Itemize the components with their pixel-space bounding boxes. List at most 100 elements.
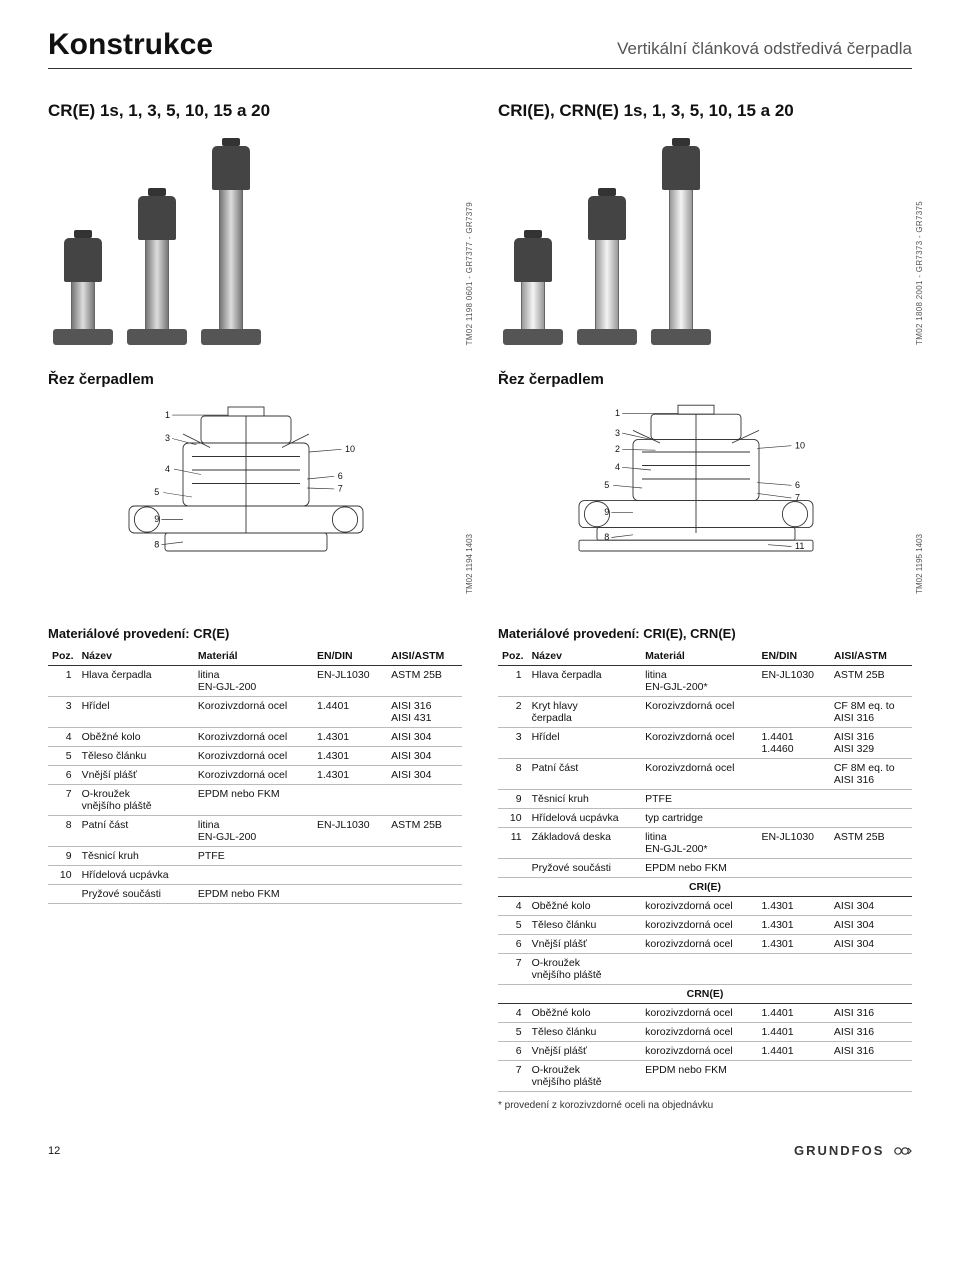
table-cell: ASTM 25B <box>387 816 462 847</box>
table-row: 9Těsnicí kruhPTFE <box>498 790 912 809</box>
table-cell: Vnější plášť <box>78 766 194 785</box>
table-cell: Základová deska <box>528 828 642 859</box>
right-mat-title: Materiálové provedení: CRI(E), CRN(E) <box>498 626 912 641</box>
left-img-code: TM02 1198 0601 - GR7377 - GR7379 <box>465 202 474 345</box>
table-cell: Korozivzdorná ocel <box>194 766 313 785</box>
table-cell: EN-JL1030 <box>757 828 829 859</box>
table-cell: AISI 316 <box>830 1042 912 1061</box>
table-cell: Těsnicí kruh <box>528 790 642 809</box>
table-row: Pryžové součástiEPDM nebo FKM <box>498 859 912 878</box>
table-cell: 5 <box>498 1023 528 1042</box>
table-cell <box>498 859 528 878</box>
table-row: 6Vnější plášťkorozivzdorná ocel1.4401AIS… <box>498 1042 912 1061</box>
table-cell: Korozivzdorná ocel <box>641 728 757 759</box>
table-cell: 1 <box>498 666 528 697</box>
right-column: CRI(E), CRN(E) 1s, 1, 3, 5, 10, 15 a 20 … <box>498 101 912 1111</box>
table-cell: korozivzdorná ocel <box>641 897 757 916</box>
table-cell <box>194 866 313 885</box>
table-cell: Pryžové součásti <box>528 859 642 878</box>
brand-text: GRUNDFOS <box>794 1143 884 1158</box>
table-row: 1Hlava čerpadlalitinaEN-GJL-200EN-JL1030… <box>48 666 462 697</box>
page-footer: 12 GRUNDFOS <box>48 1143 912 1158</box>
table-cell: litinaEN-GJL-200* <box>641 666 757 697</box>
table-cell <box>387 885 462 904</box>
table-cell: 3 <box>498 728 528 759</box>
table-cell <box>757 759 829 790</box>
table-cell: 1.4401 <box>757 1004 829 1023</box>
table-cell <box>313 866 387 885</box>
table-cell: AISI 304 <box>387 747 462 766</box>
table-cell: Hřídel <box>528 728 642 759</box>
table-cell: PTFE <box>641 790 757 809</box>
table-cell <box>387 866 462 885</box>
table-cell: 6 <box>498 935 528 954</box>
left-pump-images: TM02 1198 0601 - GR7377 - GR7379 <box>48 135 462 345</box>
table-cell: 2 <box>498 697 528 728</box>
table-cell: 1.44011.4460 <box>757 728 829 759</box>
table-cell: korozivzdorná ocel <box>641 935 757 954</box>
table-cell: 3 <box>48 697 78 728</box>
left-material-table: Poz. Název Materiál EN/DIN AISI/ASTM 1Hl… <box>48 647 462 904</box>
table-cell: 1.4301 <box>313 728 387 747</box>
table-cell: AISI 316 <box>830 1004 912 1023</box>
table-cell: Oběžné kolo <box>528 1004 642 1023</box>
table-cell: CF 8M eq. toAISI 316 <box>830 697 912 728</box>
pump-cr-small <box>56 238 110 345</box>
table-cell <box>387 785 462 816</box>
table-cell: Hlava čerpadla <box>528 666 642 697</box>
table-cell: Korozivzdorná ocel <box>641 759 757 790</box>
table-subheader: CRI(E) <box>498 878 912 897</box>
th-nazev: Název <box>78 647 194 666</box>
table-cell <box>757 1061 829 1092</box>
table-cell: 1.4301 <box>313 747 387 766</box>
th-nazev: Název <box>528 647 642 666</box>
table-cell: EN-JL1030 <box>313 666 387 697</box>
table-cell: 5 <box>48 747 78 766</box>
table-cell <box>757 697 829 728</box>
page-title: Konstrukce <box>48 28 213 62</box>
pump-cr-large <box>204 146 258 345</box>
right-diag-code: TM02 1195 1403 <box>915 534 924 594</box>
table-cell: litinaEN-GJL-200* <box>641 828 757 859</box>
table-cell: ASTM 25B <box>830 666 912 697</box>
table-cell: korozivzdorná ocel <box>641 1023 757 1042</box>
dl-1: 1 <box>165 410 170 420</box>
table-cell: O-kroužekvnějšího pláště <box>528 1061 642 1092</box>
table-cell: litinaEN-GJL-200 <box>194 666 313 697</box>
th-poz: Poz. <box>498 647 528 666</box>
table-row: 4Oběžné koloKorozivzdorná ocel1.4301AISI… <box>48 728 462 747</box>
header-rule <box>48 68 912 69</box>
table-cell: AISI 316AISI 431 <box>387 697 462 728</box>
table-cell: 11 <box>498 828 528 859</box>
dr-10: 10 <box>795 440 805 450</box>
table-cell: ASTM 25B <box>830 828 912 859</box>
table-row: 8Patní částKorozivzdorná ocelCF 8M eq. t… <box>498 759 912 790</box>
table-row: 3HřídelKorozivzdorná ocel1.4401AISI 316A… <box>48 697 462 728</box>
page-subtitle: Vertikální článková odstředivá čerpadla <box>617 39 912 59</box>
right-material-table: Poz. Název Materiál EN/DIN AISI/ASTM 1Hl… <box>498 647 912 1092</box>
table-cell <box>830 809 912 828</box>
table-cell: Pryžové součásti <box>78 885 194 904</box>
table-row: 2Kryt hlavyčerpadlaKorozivzdorná ocelCF … <box>498 697 912 728</box>
dl-5: 5 <box>154 487 159 497</box>
dr-1: 1 <box>615 408 620 418</box>
table-cell: 1.4301 <box>757 935 829 954</box>
table-cell: Korozivzdorná ocel <box>194 697 313 728</box>
table-cell <box>313 785 387 816</box>
table-row: 6Vnější plášťkorozivzdorná ocel1.4301AIS… <box>498 935 912 954</box>
th-aisi: AISI/ASTM <box>387 647 462 666</box>
table-cell: AISI 304 <box>387 728 462 747</box>
table-cell: 1.4301 <box>757 897 829 916</box>
table-cell <box>757 809 829 828</box>
table-cell: 4 <box>498 897 528 916</box>
right-section-title: Řez čerpadlem <box>498 371 912 388</box>
table-cell: 1.4401 <box>757 1023 829 1042</box>
dl-6: 6 <box>338 471 343 481</box>
right-diagram-wrap: 1 3 2 4 5 9 8 10 6 7 11 <box>498 398 912 598</box>
dr-8: 8 <box>604 532 609 542</box>
th-endin: EN/DIN <box>313 647 387 666</box>
table-cell: 4 <box>498 1004 528 1023</box>
table-cell: Vnější plášť <box>528 935 642 954</box>
table-cell: 6 <box>48 766 78 785</box>
dr-11: 11 <box>795 541 804 551</box>
